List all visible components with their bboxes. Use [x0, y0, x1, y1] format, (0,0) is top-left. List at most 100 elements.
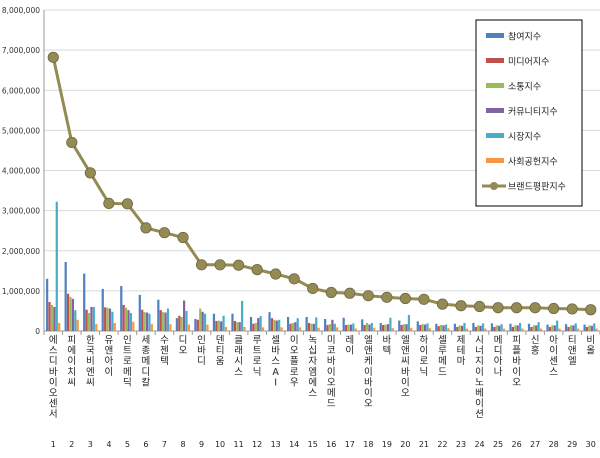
bar	[365, 322, 369, 331]
bar	[157, 299, 160, 331]
bar	[342, 317, 345, 331]
bar	[324, 318, 327, 331]
bar	[535, 325, 538, 331]
x-rank-label: 15	[308, 440, 318, 449]
bar	[254, 322, 257, 331]
bar	[474, 326, 477, 331]
line-point	[47, 51, 59, 63]
bar	[347, 324, 350, 331]
bar	[588, 325, 591, 331]
bar	[537, 322, 540, 331]
bar	[162, 312, 165, 331]
bar	[299, 327, 302, 331]
bar	[521, 328, 524, 331]
bar	[145, 312, 149, 331]
bar	[326, 324, 329, 331]
x-rank-label: 19	[382, 440, 392, 449]
bar	[76, 319, 79, 331]
bar	[104, 307, 107, 331]
legend-label: 사회공헌지수	[508, 157, 558, 168]
bar	[48, 302, 51, 331]
bar	[185, 310, 188, 331]
bar	[317, 327, 320, 331]
bar	[217, 320, 220, 331]
bar	[196, 319, 199, 331]
bar	[585, 326, 589, 331]
bar	[405, 324, 408, 331]
bar	[194, 318, 197, 331]
x-rank-label: 10	[215, 440, 225, 449]
bar	[553, 325, 556, 331]
bar	[64, 261, 67, 331]
bar	[463, 322, 466, 331]
series-3	[53, 298, 593, 331]
bar	[416, 321, 419, 331]
y-tick-label: 4,000,000	[2, 167, 40, 176]
bar	[101, 288, 104, 331]
legend-label: 미디어지수	[508, 57, 549, 68]
bar	[368, 324, 371, 331]
bar	[58, 322, 61, 331]
x-rank-label: 17	[345, 440, 355, 449]
bar	[178, 315, 181, 331]
bar	[419, 324, 422, 331]
legend-swatch	[486, 58, 504, 63]
legend-swatch	[486, 133, 504, 138]
bar	[384, 324, 387, 331]
bar	[572, 325, 575, 331]
bar	[238, 322, 241, 331]
bar	[484, 328, 487, 331]
bar	[402, 324, 406, 331]
line-point	[288, 273, 300, 285]
x-rank-label: 5	[125, 440, 130, 449]
bar	[307, 322, 311, 331]
series-4	[55, 201, 596, 331]
x-rank-label: 28	[549, 440, 559, 449]
bar	[490, 323, 494, 331]
bar	[495, 325, 498, 331]
x-rank-label: 18	[363, 440, 373, 449]
line-point	[381, 291, 393, 303]
bar	[310, 323, 313, 331]
bar	[453, 323, 456, 331]
bar	[423, 324, 427, 331]
bar	[354, 328, 357, 331]
bar	[106, 307, 109, 331]
bar	[373, 327, 376, 331]
bar	[426, 323, 429, 331]
y-tick-label: 3,000,000	[2, 207, 40, 216]
bar	[257, 318, 260, 331]
bar	[516, 325, 519, 331]
bar	[291, 322, 294, 331]
bar-series	[46, 201, 598, 331]
line-point	[492, 302, 504, 314]
bar	[236, 322, 239, 331]
bar	[273, 319, 276, 331]
bar	[379, 322, 382, 331]
bar	[382, 324, 385, 331]
x-rank-label: 27	[530, 440, 540, 449]
bar	[69, 296, 72, 331]
legend-label: 커뮤니티지수	[508, 107, 558, 118]
legend-label: 시장지수	[508, 132, 541, 143]
bar	[175, 318, 178, 331]
bar	[187, 324, 191, 331]
bar	[132, 321, 135, 331]
bar	[352, 323, 355, 331]
x-rank-label: 25	[493, 440, 503, 449]
bar	[71, 298, 75, 331]
bar	[85, 309, 88, 331]
bar	[333, 323, 336, 331]
bar	[539, 328, 543, 331]
legend-swatch-marker	[490, 182, 498, 190]
bar	[180, 316, 183, 331]
bar	[169, 324, 172, 331]
